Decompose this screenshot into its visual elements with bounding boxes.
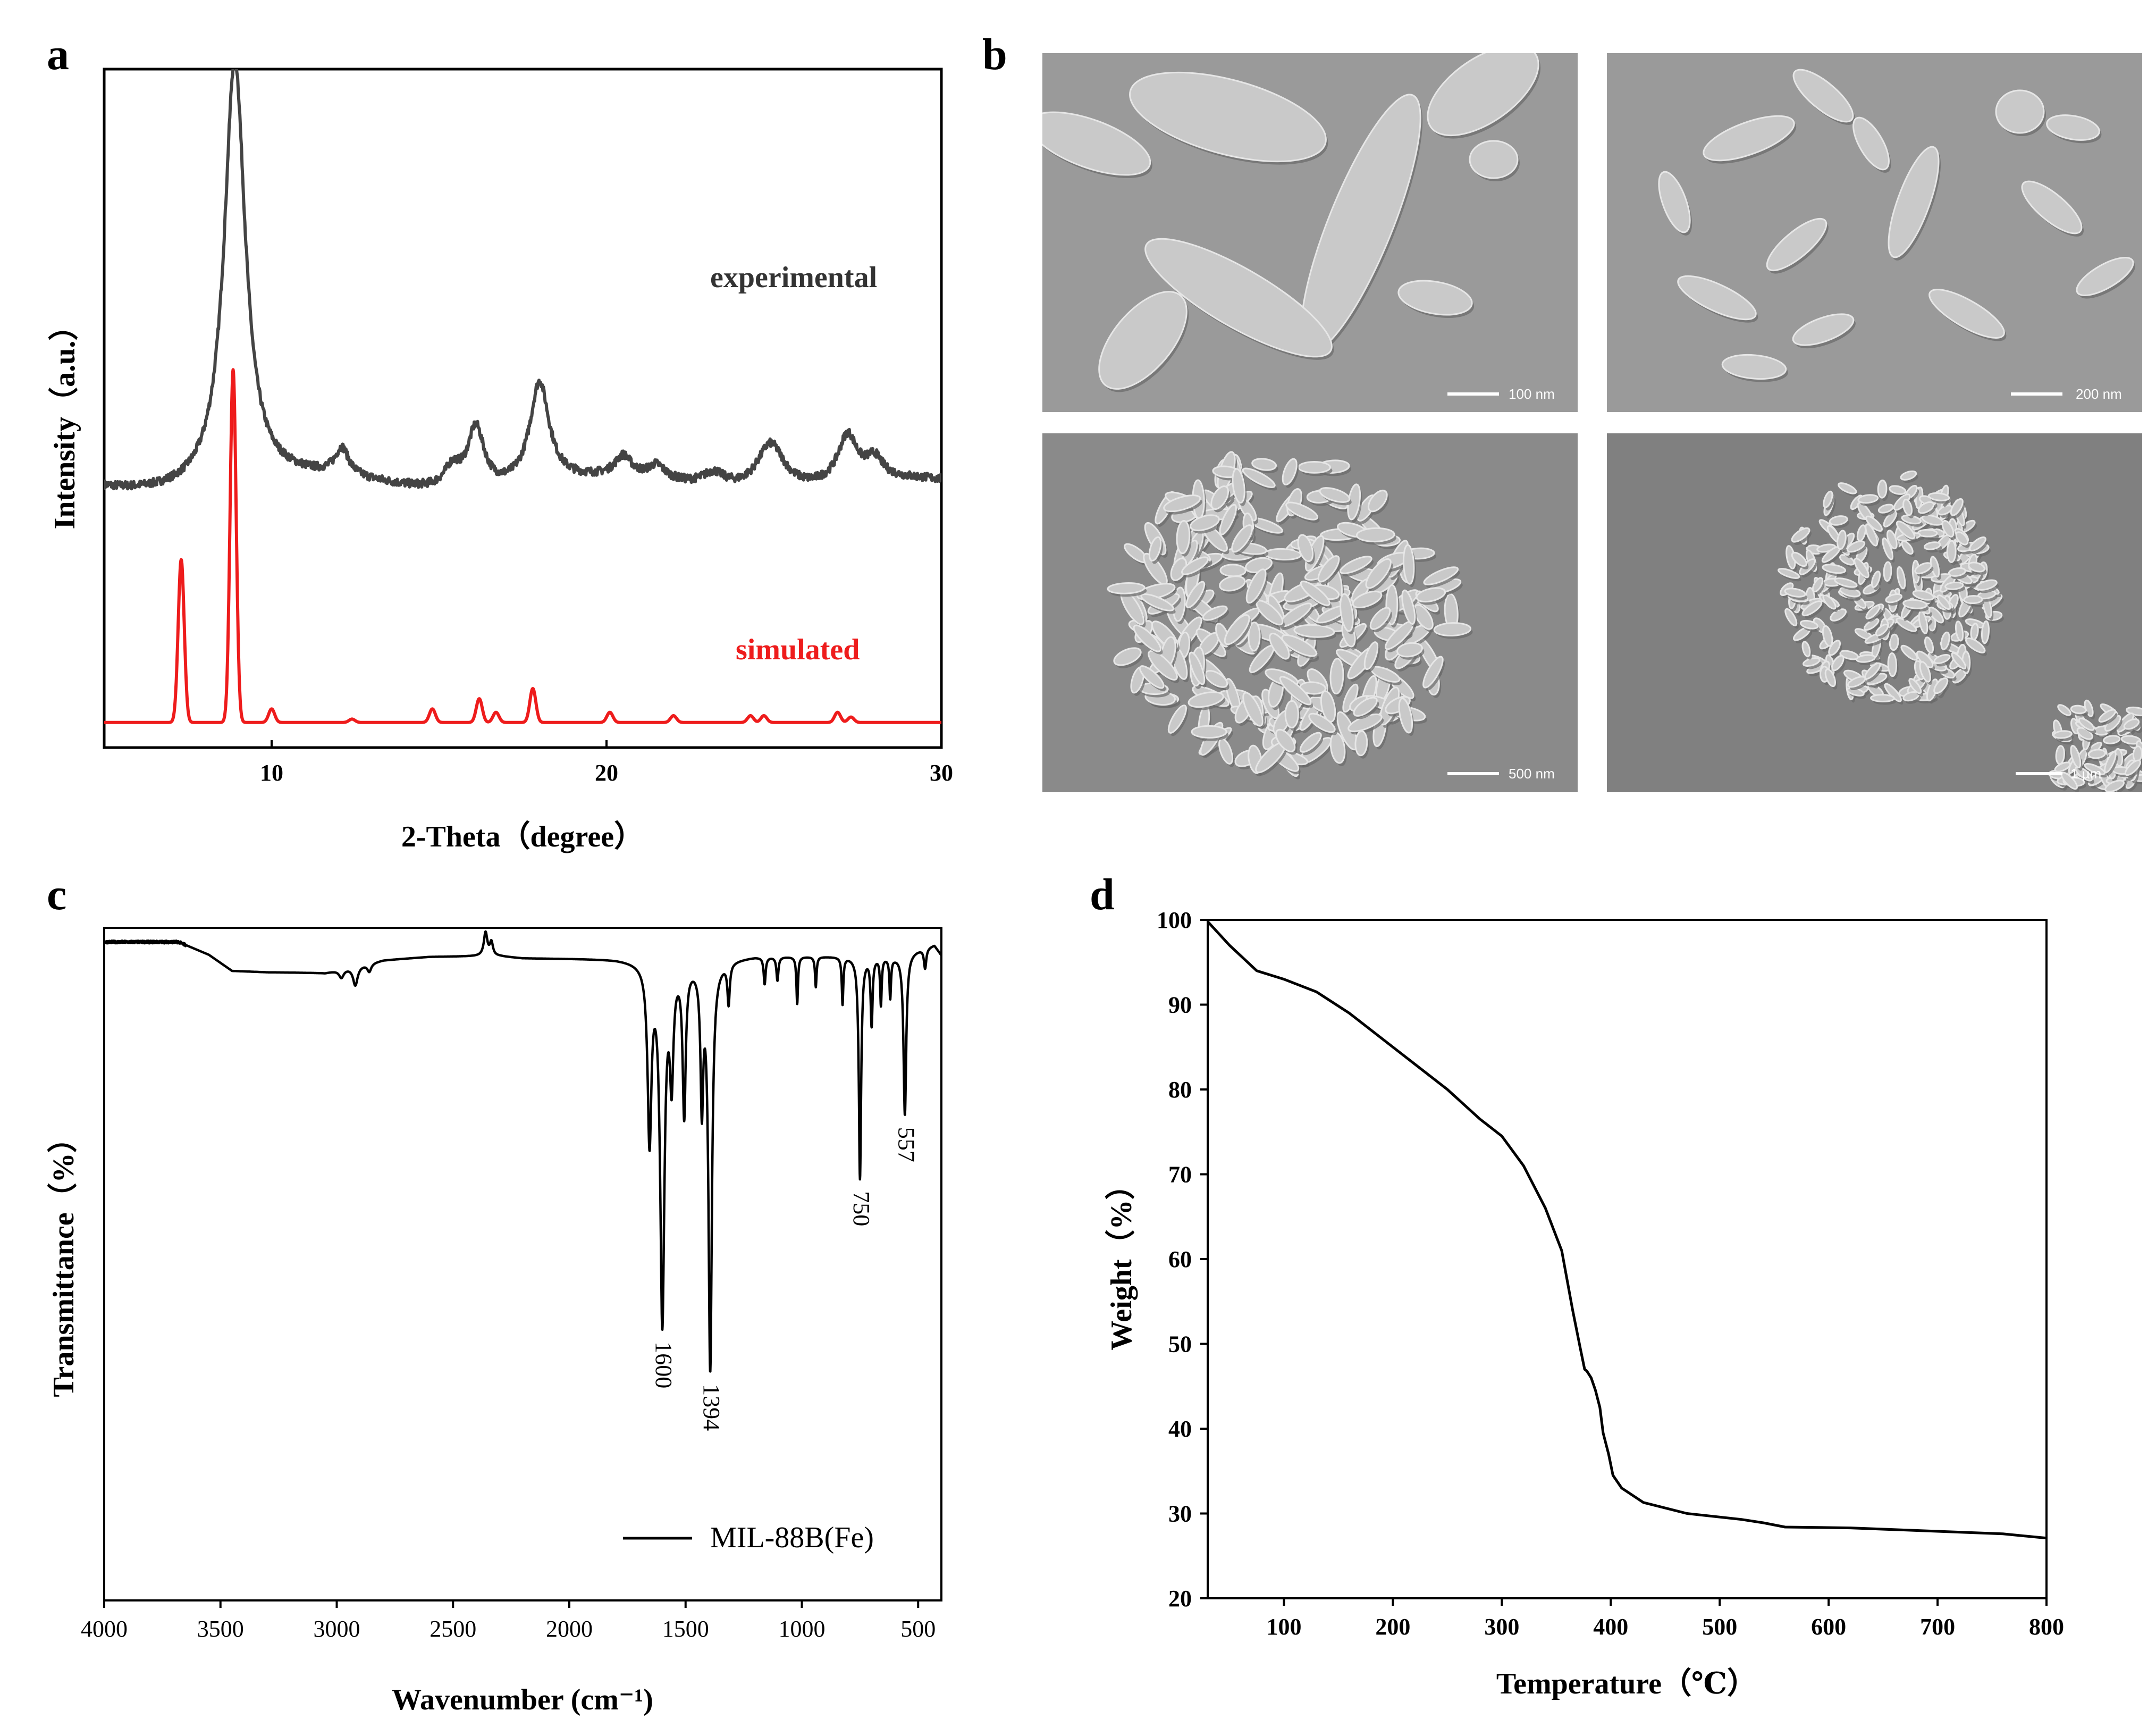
x-tick-label: 500	[1702, 1614, 1737, 1640]
panel-d-y-ticks: 20 30 40 50 60 70 80 90 100	[1157, 907, 1208, 1612]
panel-a-x-ticks: 10 20 30	[260, 740, 953, 786]
y-tick-label: 90	[1168, 992, 1192, 1018]
ftir-spectrum-line	[104, 930, 941, 1373]
panel-c-letter: c	[47, 870, 66, 919]
panel-c-peak-annotations: 1600 1394 750 557	[651, 1127, 919, 1431]
x-tick-label: 500	[900, 1616, 936, 1642]
panel-a-xrd-chart: 10 20 30 experimental simulated 2-Theta（de…	[48, 68, 953, 853]
tga-weight-line	[1208, 920, 2046, 1540]
panel-a-y-axis-title: Intensity（a.u.）	[48, 311, 81, 530]
sem-scale-label: 1 µm	[2070, 766, 2101, 782]
y-tick-label: 30	[1168, 1501, 1192, 1527]
panel-d-x-axis-title: Temperature（℃）	[1496, 1667, 1757, 1700]
x-tick-label: 30	[930, 760, 953, 786]
y-tick-label: 80	[1168, 1077, 1192, 1103]
peak-label-1394: 1394	[698, 1384, 725, 1431]
x-tick-label: 3500	[197, 1616, 244, 1642]
x-tick-label: 300	[1484, 1614, 1519, 1640]
simulated-series-label: simulated	[736, 633, 860, 666]
x-tick-label: 1000	[779, 1616, 826, 1642]
sem-image-2: 200 nm	[1607, 53, 2142, 412]
panel-c-plot-frame	[103, 927, 942, 1601]
panel-c-y-axis-title: Transmittance（%）	[47, 1123, 80, 1397]
x-tick-label: 20	[595, 760, 618, 786]
y-tick-label: 40	[1168, 1416, 1192, 1442]
panel-c-x-ticks: 4000 3500 3000 2500 2000 1500 1000 500	[81, 1600, 936, 1642]
y-tick-label: 20	[1168, 1586, 1192, 1612]
panel-d-tga-chart: 100 200 300 400 500 600 700 800 20 30 40 50 60 70 80 9…	[1105, 907, 2064, 1700]
x-tick-label: 200	[1375, 1614, 1410, 1640]
sem-image-3: 500 nm	[1042, 433, 1578, 792]
x-tick-label: 600	[1811, 1614, 1846, 1640]
x-tick-label: 2500	[429, 1616, 476, 1642]
x-tick-label: 2000	[546, 1616, 593, 1642]
panel-a-letter: a	[47, 30, 69, 79]
x-tick-label: 1500	[662, 1616, 709, 1642]
xrd-simulated-line	[104, 368, 941, 724]
y-tick-label: 100	[1157, 907, 1192, 933]
peak-label-557: 557	[893, 1127, 919, 1162]
sem-scale-label: 100 nm	[1509, 386, 1555, 402]
panel-b-sem-images: 100 nm 200 nm 500 nm 1 µm	[1042, 53, 2142, 792]
experimental-series-label: experimental	[710, 261, 877, 294]
legend-label-mil88b: MIL-88B(Fe)	[710, 1521, 874, 1554]
panel-d-y-axis-title: Weight（%）	[1105, 1170, 1138, 1350]
peak-label-750: 750	[848, 1191, 874, 1226]
x-tick-label: 800	[2029, 1614, 2064, 1640]
x-tick-label: 10	[260, 760, 283, 786]
panel-b-letter: b	[982, 30, 1007, 79]
panel-d-plot-frame	[1207, 919, 2048, 1599]
x-tick-label: 3000	[314, 1616, 360, 1642]
panel-a-x-axis-title: 2-Theta（degree）	[401, 820, 644, 853]
panel-c-x-axis-title: Wavenumber (cm⁻¹)	[392, 1683, 653, 1716]
panel-d-x-ticks: 100 200 300 400 500 600 700 800	[1266, 1598, 2064, 1640]
panel-c-ftir-chart: 4000 3500 3000 2500 2000 1500 1000 500 1600 1394…	[47, 927, 942, 1716]
panel-a-plot-frame	[103, 68, 943, 749]
x-tick-label: 100	[1266, 1614, 1301, 1640]
peak-label-1600: 1600	[651, 1341, 677, 1388]
sem-scale-label: 500 nm	[1509, 766, 1555, 782]
sem-scale-label: 200 nm	[2076, 386, 2122, 402]
x-tick-label: 400	[1593, 1614, 1628, 1640]
x-tick-label: 4000	[81, 1616, 128, 1642]
xrd-experimental-line	[104, 69, 941, 491]
y-tick-label: 50	[1168, 1331, 1192, 1357]
y-tick-label: 60	[1168, 1246, 1192, 1272]
x-tick-label: 700	[1920, 1614, 1955, 1640]
sem-image-1: 100 nm	[1042, 53, 1578, 412]
sem-image-4: 1 µm	[1607, 433, 2142, 792]
panel-d-letter: d	[1090, 870, 1115, 919]
y-tick-label: 70	[1168, 1162, 1192, 1188]
panel-c-legend: MIL-88B(Fe)	[623, 1521, 874, 1554]
